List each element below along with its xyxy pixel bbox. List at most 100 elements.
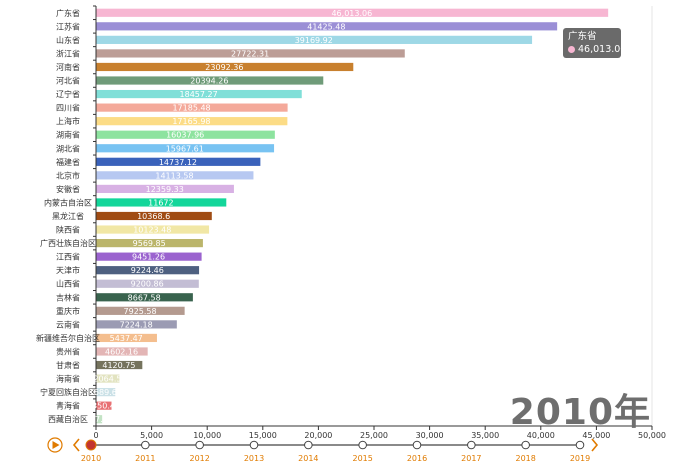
bar-value-label: 1689.65	[89, 388, 122, 397]
bar[interactable]	[96, 360, 143, 370]
bar-value-label: 23092.36	[205, 63, 243, 72]
bar[interactable]	[96, 184, 234, 194]
timeline-point[interactable]	[412, 440, 422, 450]
category-label: 湖北省	[56, 143, 80, 153]
timeline-point[interactable]	[467, 440, 476, 450]
bar[interactable]	[96, 89, 302, 99]
bar[interactable]	[96, 333, 157, 343]
bar-value-label: 1350.43	[87, 402, 120, 411]
timeline-point[interactable]	[85, 439, 97, 451]
x-tick-label: 15,000	[249, 431, 277, 440]
timeline-year-label[interactable]: 2018	[515, 454, 535, 463]
category-label: 贵州省	[56, 346, 80, 356]
timeline-year-label[interactable]: 2016	[407, 454, 427, 463]
bar-value-label: 17165.98	[172, 117, 210, 126]
timeline-point[interactable]	[304, 440, 313, 450]
x-tick-label: 50,000	[638, 431, 666, 440]
bar-value-label: 5437.47	[110, 334, 143, 343]
x-tick-label: 5,000	[140, 431, 163, 440]
bar[interactable]	[96, 306, 185, 315]
bar[interactable]	[96, 157, 261, 166]
bar[interactable]	[96, 293, 193, 302]
timeline-point[interactable]	[249, 440, 259, 450]
bar-value-label: 14113.58	[155, 171, 193, 180]
bar[interactable]	[96, 144, 275, 153]
bar-value-label: 14737.12	[159, 158, 197, 167]
x-tick-label: 40,000	[527, 431, 555, 440]
series-dot-icon	[568, 46, 575, 53]
timeline-year-label[interactable]: 2017	[461, 454, 481, 463]
bar[interactable]	[96, 320, 177, 329]
category-label: 安徽省	[56, 184, 80, 194]
timeline-year-label[interactable]: 2014	[298, 454, 318, 463]
bar[interactable]	[96, 374, 120, 383]
play-icon	[52, 441, 60, 449]
play-button[interactable]	[47, 437, 63, 453]
bar[interactable]	[96, 22, 558, 31]
x-tick-labels: 0 5,000 10,000 15,000 20,000 25,000 30,000 35,0…	[93, 426, 666, 440]
category-label: 广东省	[56, 8, 80, 18]
timeline-point[interactable]	[358, 440, 367, 450]
timeline-year-label[interactable]: 2010	[81, 454, 101, 463]
bar[interactable]	[96, 8, 609, 17]
bar-value-label: 15967.61	[166, 144, 204, 153]
category-label: 山西省	[56, 279, 80, 289]
category-label: 甘肃省	[56, 360, 80, 370]
bar[interactable]	[96, 103, 288, 112]
timeline-year-label[interactable]: 2011	[135, 454, 155, 463]
next-arrow-icon[interactable]	[591, 438, 599, 452]
bar[interactable]	[96, 266, 200, 275]
bar[interactable]	[96, 279, 199, 288]
bar-value-label: 507.46	[85, 415, 113, 424]
timeline-year-label[interactable]: 2019	[570, 454, 590, 463]
bar[interactable]	[96, 198, 227, 207]
timeline-point[interactable]	[195, 440, 204, 450]
category-label: 四川省	[56, 103, 80, 113]
category-label: 天津市	[56, 265, 80, 275]
category-label: 江苏省	[56, 21, 80, 31]
timeline-point[interactable]	[575, 440, 585, 450]
bar[interactable]	[96, 171, 254, 180]
bar-value-label: 16037.96	[166, 131, 204, 140]
bar[interactable]	[96, 225, 210, 234]
category-label: 黑龙江省	[52, 211, 84, 221]
bar[interactable]	[96, 211, 212, 221]
bar-value-label: 4602.16	[105, 347, 138, 356]
category-label: 宁夏回族自治区	[40, 387, 96, 397]
timeline-year-label[interactable]: 2013	[244, 454, 264, 463]
bar[interactable]	[96, 35, 533, 44]
category-label: 青海省	[56, 401, 80, 411]
timeline-point[interactable]	[521, 440, 530, 450]
x-tick-label: 10,000	[193, 431, 221, 440]
timeline-year-label[interactable]: 2012	[189, 454, 209, 463]
bar[interactable]	[96, 117, 288, 126]
category-label: 浙江省	[56, 48, 80, 58]
prev-arrow-icon[interactable]	[72, 438, 80, 452]
bar-value-label: 8667.58	[128, 293, 161, 302]
bar[interactable]	[96, 347, 148, 356]
bar[interactable]	[96, 76, 324, 85]
category-label: 内蒙古自治区	[44, 197, 92, 207]
bar[interactable]	[96, 62, 354, 72]
bar-value-label: 41425.48	[307, 22, 345, 31]
bar-value-label: 10123.48	[133, 226, 171, 235]
bar[interactable]	[96, 238, 203, 248]
timeline[interactable]: 2010 2011 2012 2013 2014 2015 2016 2017 2018 2019	[47, 437, 599, 463]
x-tick-label: 35,000	[471, 431, 499, 440]
bar-value-label: 17185.48	[172, 104, 210, 113]
category-label: 上海市	[56, 116, 80, 126]
bar[interactable]	[96, 388, 116, 397]
category-label: 广西壮族自治区	[40, 238, 96, 248]
bar[interactable]	[96, 49, 405, 58]
bar[interactable]	[96, 252, 202, 261]
bar[interactable]	[96, 130, 275, 139]
bar-value-label: 4120.75	[102, 361, 135, 370]
timeline-year-label[interactable]: 2015	[352, 454, 372, 463]
tooltip-title: 广东省	[568, 31, 597, 42]
bar[interactable]	[96, 401, 112, 410]
bar[interactable]	[96, 415, 103, 424]
bar-value-label: 11672	[148, 198, 173, 207]
bar-value-label: 46,013.06	[331, 9, 372, 18]
timeline-point[interactable]	[141, 440, 150, 450]
